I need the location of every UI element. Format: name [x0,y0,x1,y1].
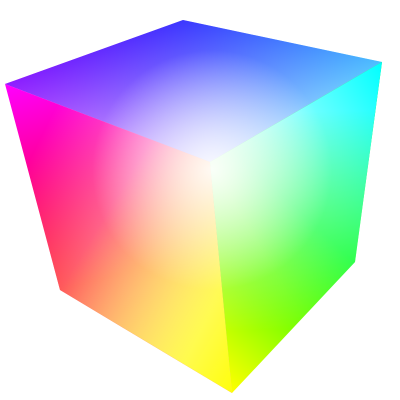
cube-white-corner-glow [5,20,382,393]
